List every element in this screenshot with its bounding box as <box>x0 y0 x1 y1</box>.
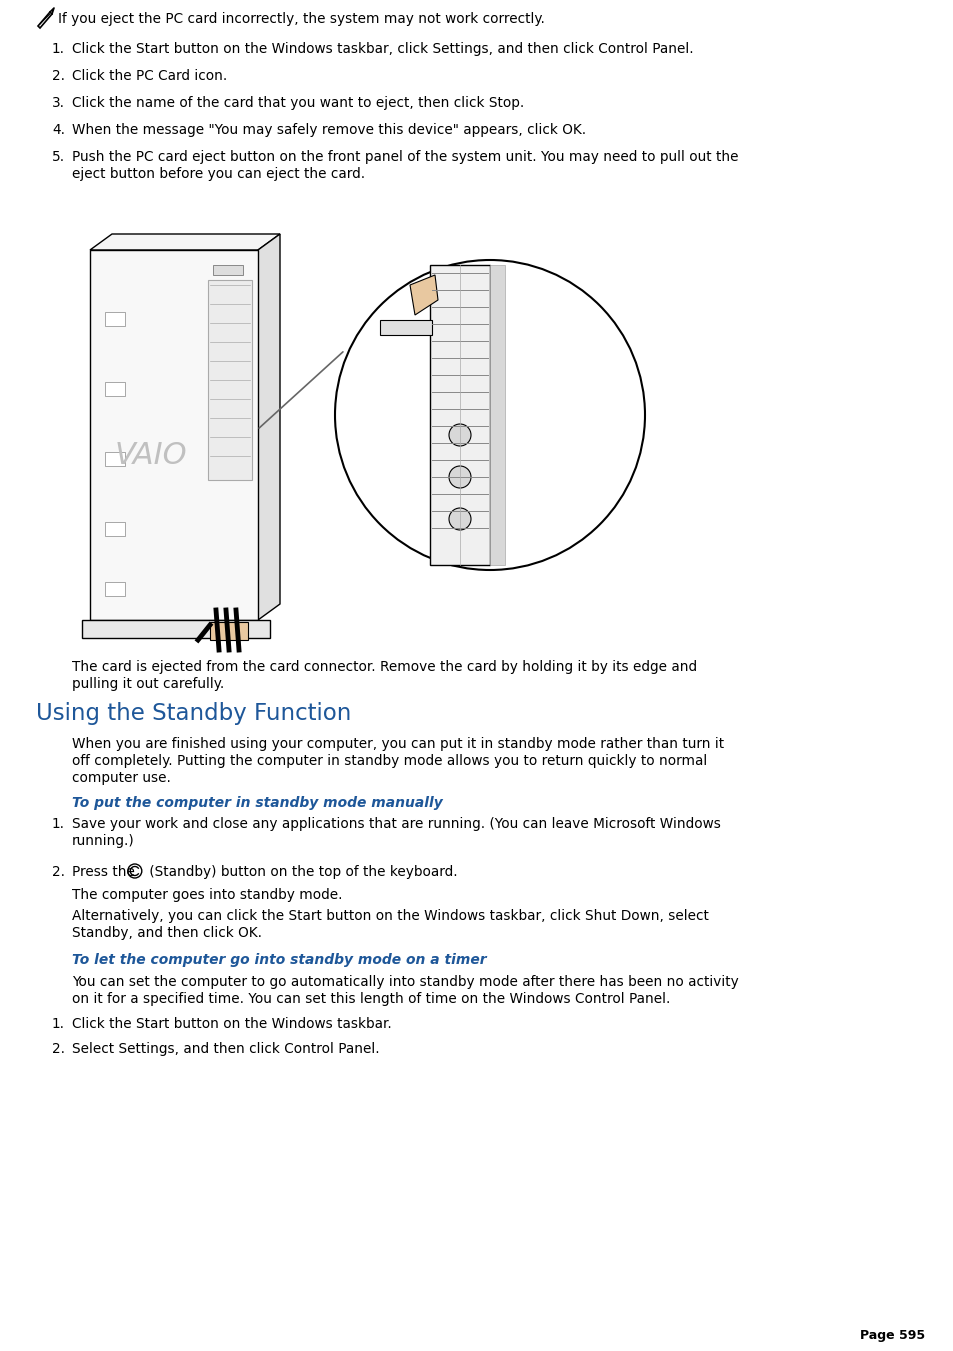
Text: When you are finished using your computer, you can put it in standby mode rather: When you are finished using your compute… <box>71 738 723 751</box>
Bar <box>210 621 248 640</box>
Polygon shape <box>90 234 280 250</box>
Text: Standby, and then click OK.: Standby, and then click OK. <box>71 925 262 940</box>
Text: To let the computer go into standby mode on a timer: To let the computer go into standby mode… <box>71 952 486 967</box>
Text: The card is ejected from the card connector. Remove the card by holding it by it: The card is ejected from the card connec… <box>71 661 697 674</box>
Text: Select Settings, and then click Control Panel.: Select Settings, and then click Control … <box>71 1042 379 1056</box>
Text: 1.: 1. <box>52 42 65 55</box>
Text: Click the Start button on the Windows taskbar.: Click the Start button on the Windows ta… <box>71 1017 392 1031</box>
Text: Click the name of the card that you want to eject, then click Stop.: Click the name of the card that you want… <box>71 96 524 109</box>
Polygon shape <box>82 620 270 638</box>
Text: 5.: 5. <box>52 150 65 163</box>
Circle shape <box>449 466 471 488</box>
Text: Alternatively, you can click the Start button on the Windows taskbar, click Shut: Alternatively, you can click the Start b… <box>71 909 708 923</box>
Text: eject button before you can eject the card.: eject button before you can eject the ca… <box>71 168 365 181</box>
Bar <box>208 280 252 480</box>
Text: Push the PC card eject button on the front panel of the system unit. You may nee: Push the PC card eject button on the fro… <box>71 150 738 163</box>
Polygon shape <box>257 234 280 620</box>
Text: Save your work and close any applications that are running. (You can leave Micro: Save your work and close any application… <box>71 817 720 831</box>
Text: (Standby) button on the top of the keyboard.: (Standby) button on the top of the keybo… <box>145 865 456 880</box>
Text: running.): running.) <box>71 834 134 848</box>
Bar <box>105 312 125 326</box>
Bar <box>213 265 243 276</box>
Bar <box>490 265 504 565</box>
Circle shape <box>335 259 644 570</box>
Text: If you eject the PC card incorrectly, the system may not work correctly.: If you eject the PC card incorrectly, th… <box>58 12 544 26</box>
Text: Click the PC Card icon.: Click the PC Card icon. <box>71 69 227 82</box>
Bar <box>105 453 125 466</box>
Text: When the message "You may safely remove this device" appears, click OK.: When the message "You may safely remove … <box>71 123 585 136</box>
Text: 2.: 2. <box>52 865 65 880</box>
Text: VAIO: VAIO <box>115 440 188 470</box>
Text: off completely. Putting the computer in standby mode allows you to return quickl: off completely. Putting the computer in … <box>71 754 706 767</box>
Text: Using the Standby Function: Using the Standby Function <box>36 703 351 725</box>
Polygon shape <box>379 320 432 335</box>
Bar <box>210 621 248 640</box>
Text: 1.: 1. <box>52 817 65 831</box>
Text: Press the: Press the <box>71 865 139 880</box>
Text: 4.: 4. <box>52 123 65 136</box>
Text: 2.: 2. <box>52 1042 65 1056</box>
Text: pulling it out carefully.: pulling it out carefully. <box>71 677 224 690</box>
Text: Page 595: Page 595 <box>859 1329 924 1342</box>
Circle shape <box>449 508 471 530</box>
Bar <box>105 582 125 596</box>
Text: To put the computer in standby mode manually: To put the computer in standby mode manu… <box>71 796 442 811</box>
Text: on it for a specified time. You can set this length of time on the Windows Contr: on it for a specified time. You can set … <box>71 992 670 1006</box>
Bar <box>105 382 125 396</box>
Text: computer use.: computer use. <box>71 771 171 785</box>
Circle shape <box>449 424 471 446</box>
Text: Click the Start button on the Windows taskbar, click Settings, and then click Co: Click the Start button on the Windows ta… <box>71 42 693 55</box>
Bar <box>105 521 125 536</box>
Text: 3.: 3. <box>52 96 65 109</box>
Bar <box>430 265 490 565</box>
Polygon shape <box>90 250 257 620</box>
Text: You can set the computer to go automatically into standby mode after there has b: You can set the computer to go automatic… <box>71 975 738 989</box>
Polygon shape <box>410 276 437 315</box>
Text: 1.: 1. <box>52 1017 65 1031</box>
Text: The computer goes into standby mode.: The computer goes into standby mode. <box>71 888 342 902</box>
Text: 2.: 2. <box>52 69 65 82</box>
